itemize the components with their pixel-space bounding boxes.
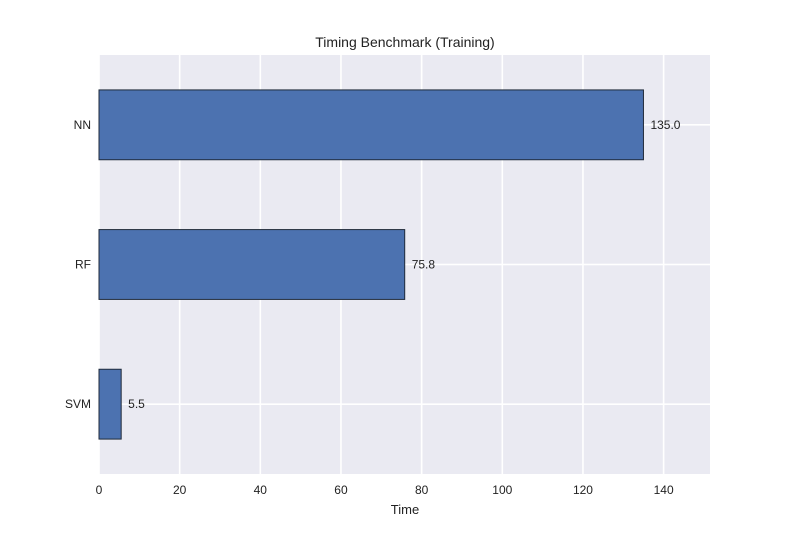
y-tick-labels: SVM RF NN (65, 118, 91, 411)
bar-rf (98, 229, 406, 300)
chart-title: Timing Benchmark (Training) (315, 34, 494, 50)
bar-nn (98, 89, 644, 161)
x-tick-label: 0 (96, 483, 103, 497)
x-tick-label: 80 (415, 483, 429, 497)
x-tick-labels: 0 20 40 60 80 100 120 140 (96, 483, 674, 497)
data-labels-group: 5.5 75.8 135.0 (128, 118, 681, 411)
x-tick-label: 20 (173, 483, 187, 497)
x-tick-label: 120 (573, 483, 593, 497)
data-label-rf: 75.8 (412, 258, 436, 272)
x-tick-label: 60 (334, 483, 348, 497)
y-tick-label-rf: RF (75, 258, 91, 272)
data-label-svm: 5.5 (128, 397, 145, 411)
x-tick-label: 140 (654, 483, 674, 497)
x-tick-label: 40 (254, 483, 268, 497)
data-label-nn: 135.0 (650, 118, 680, 132)
x-axis-label: Time (391, 502, 419, 517)
bar-svm (98, 368, 122, 440)
y-tick-label-svm: SVM (65, 397, 91, 411)
y-tick-label-nn: NN (74, 118, 91, 132)
bars-group (98, 89, 644, 440)
x-tick-label: 100 (492, 483, 512, 497)
